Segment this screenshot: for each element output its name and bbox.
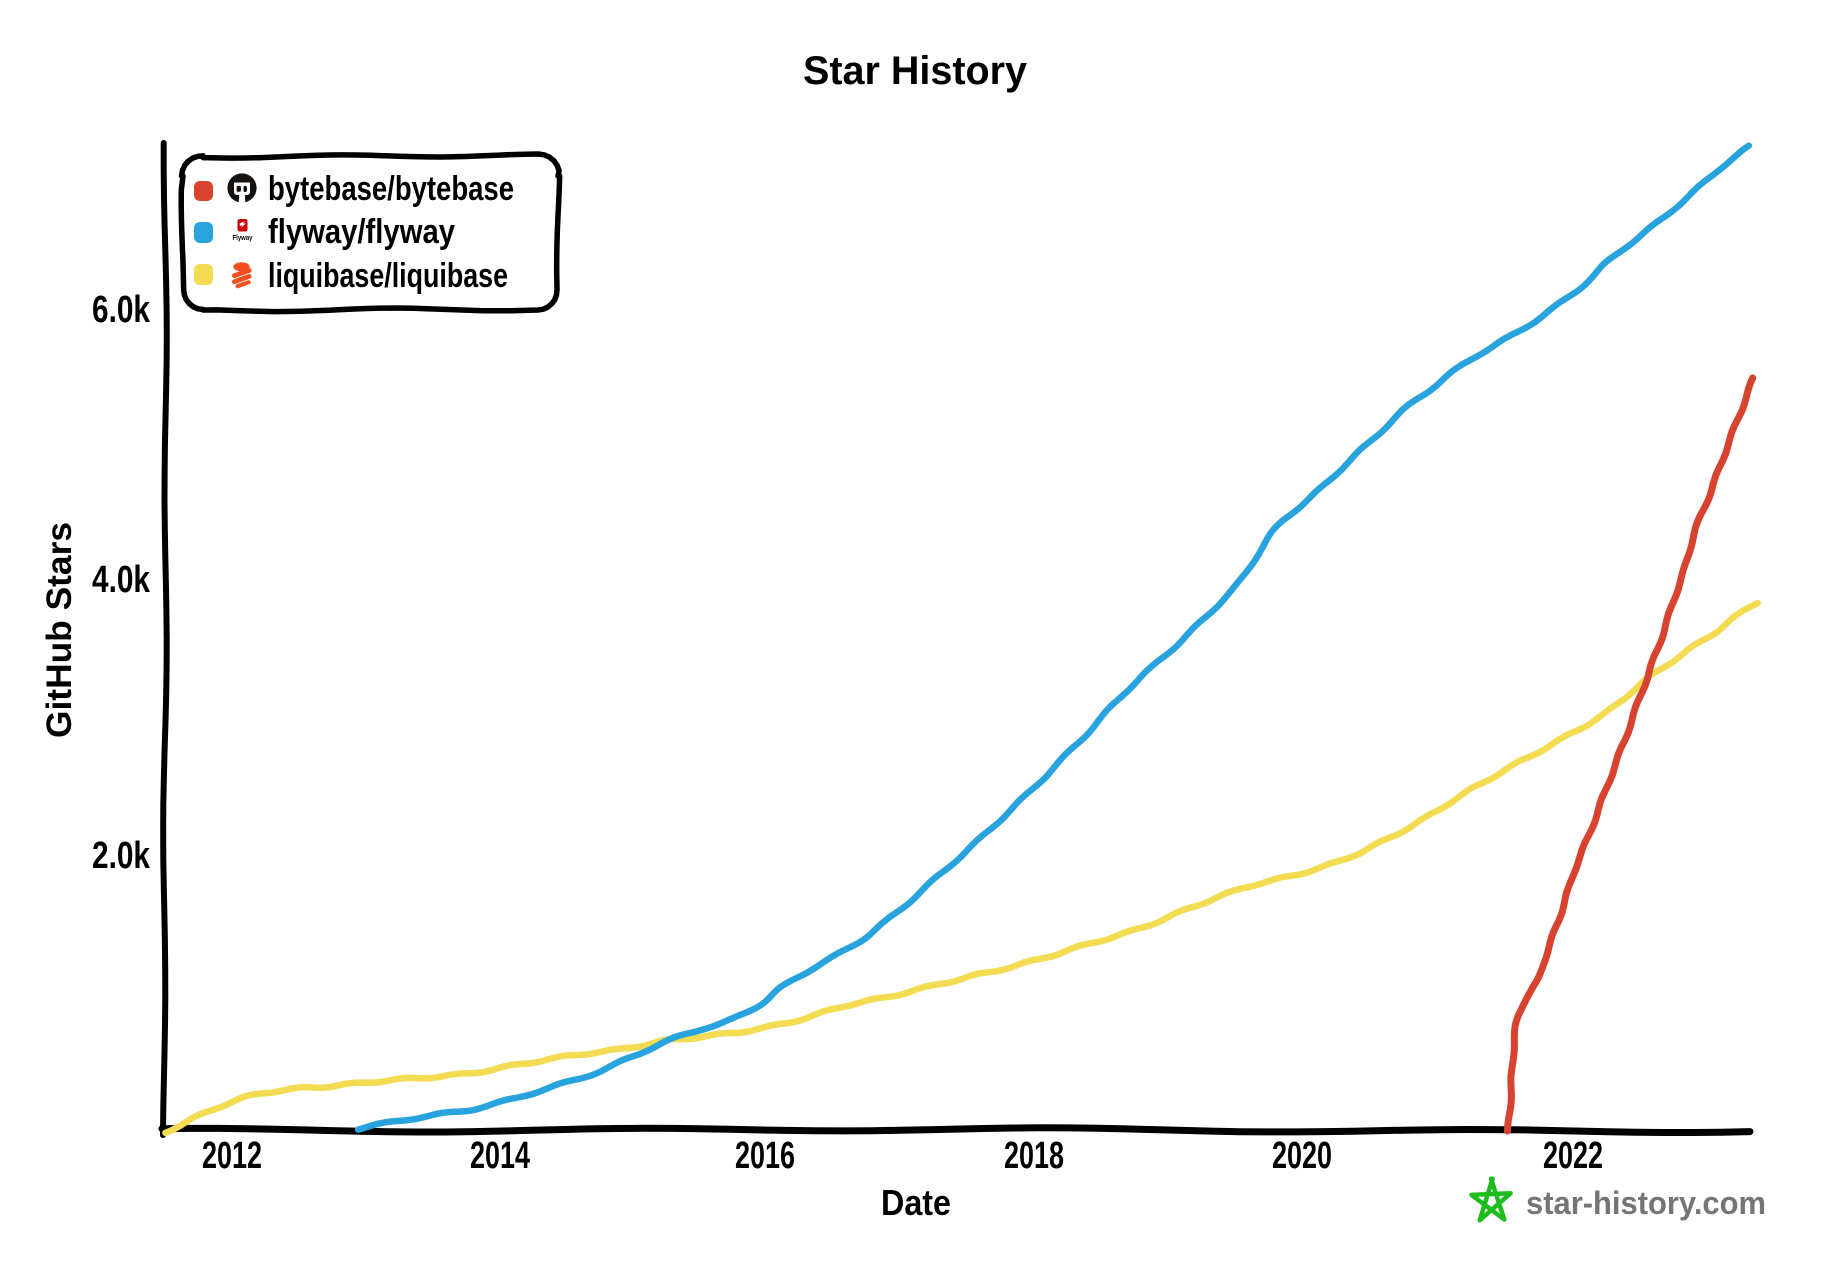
svg-text:2018: 2018 [1004, 1135, 1064, 1177]
svg-text:2012: 2012 [202, 1135, 262, 1177]
svg-text:Star History: Star History [803, 49, 1028, 93]
svg-text:liquibase/liquibase: liquibase/liquibase [268, 257, 508, 295]
svg-text:Flyway: Flyway [233, 233, 254, 242]
svg-text:star-history.com: star-history.com [1526, 1185, 1766, 1221]
svg-text:2014: 2014 [470, 1135, 530, 1177]
svg-text:Date: Date [881, 1182, 951, 1223]
svg-text:2020: 2020 [1272, 1135, 1332, 1177]
svg-text:2.0k: 2.0k [92, 835, 151, 877]
svg-text:bytebase/bytebase: bytebase/bytebase [268, 170, 514, 208]
svg-text:4.0k: 4.0k [92, 559, 151, 601]
svg-text:flyway/flyway: flyway/flyway [268, 213, 455, 251]
svg-text:2022: 2022 [1543, 1135, 1603, 1177]
svg-text:2016: 2016 [735, 1135, 795, 1177]
svg-text:GitHub Stars: GitHub Stars [40, 522, 79, 738]
svg-text:6.0k: 6.0k [92, 289, 151, 331]
